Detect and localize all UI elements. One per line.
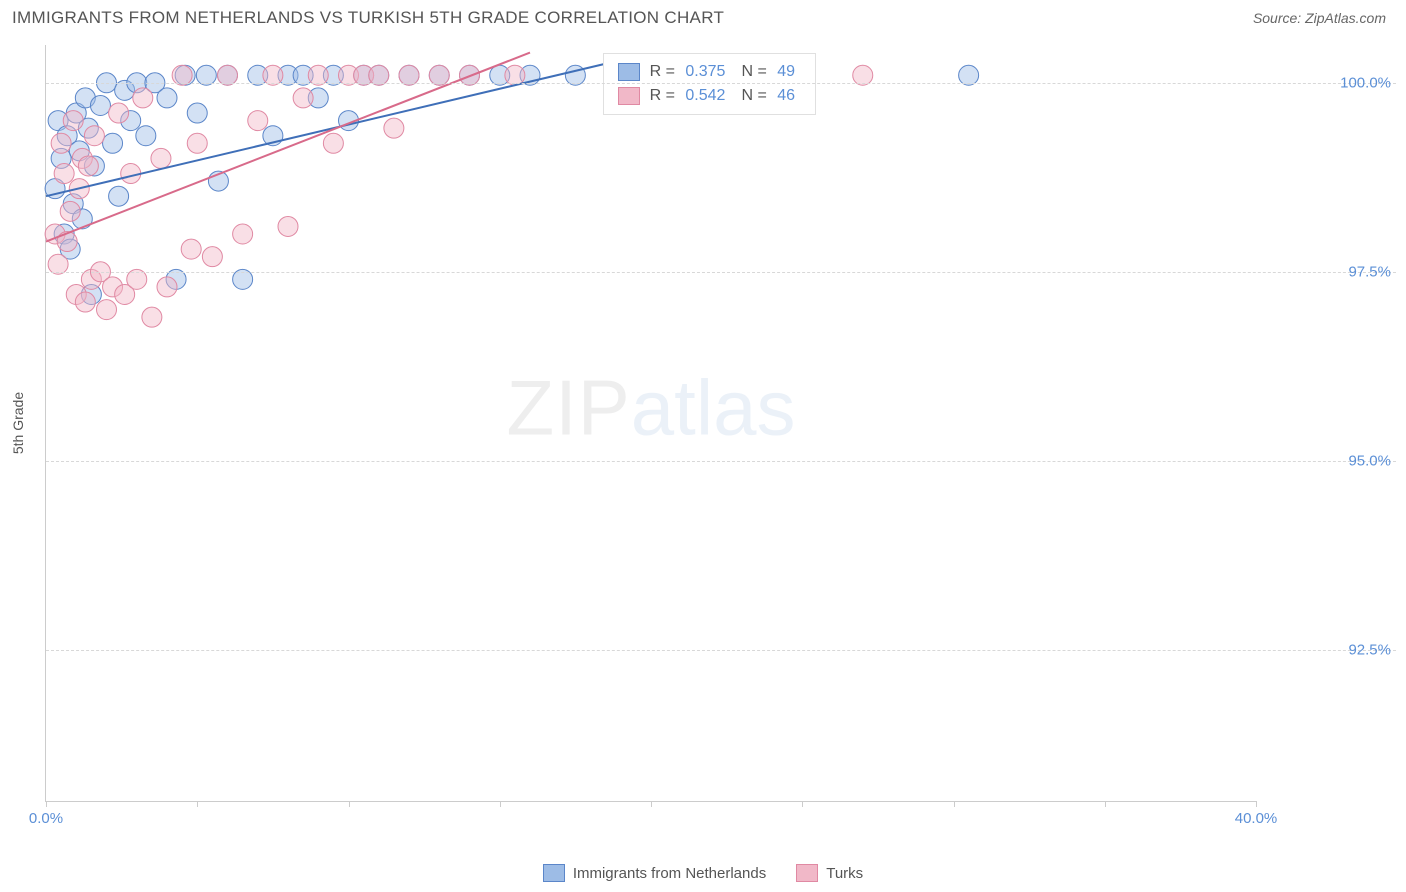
gridline bbox=[46, 650, 1396, 651]
data-point bbox=[109, 103, 129, 123]
data-point bbox=[133, 88, 153, 108]
gridline bbox=[46, 461, 1396, 462]
data-point bbox=[157, 88, 177, 108]
y-tick-label: 100.0% bbox=[1340, 74, 1391, 91]
data-point bbox=[97, 300, 117, 320]
data-point bbox=[78, 156, 98, 176]
legend-swatch bbox=[618, 63, 640, 81]
data-point bbox=[384, 118, 404, 138]
y-axis-label: 5th Grade bbox=[10, 392, 26, 454]
chart-title: IMMIGRANTS FROM NETHERLANDS VS TURKISH 5… bbox=[12, 8, 724, 28]
chart-header: IMMIGRANTS FROM NETHERLANDS VS TURKISH 5… bbox=[0, 0, 1406, 36]
chart-source: Source: ZipAtlas.com bbox=[1253, 10, 1386, 26]
legend-swatch bbox=[543, 864, 565, 882]
data-point bbox=[103, 133, 123, 153]
data-point bbox=[323, 133, 343, 153]
y-tick-label: 92.5% bbox=[1348, 641, 1391, 658]
x-tick bbox=[349, 801, 350, 807]
x-tick bbox=[802, 801, 803, 807]
data-point bbox=[151, 148, 171, 168]
x-tick bbox=[500, 801, 501, 807]
legend-swatch bbox=[618, 87, 640, 105]
x-tick-label: 40.0% bbox=[1235, 810, 1278, 827]
data-point bbox=[54, 164, 74, 184]
data-point bbox=[136, 126, 156, 146]
r-label: R = 0.542 bbox=[650, 87, 732, 105]
y-tick-label: 97.5% bbox=[1348, 263, 1391, 280]
chart-container: 5th Grade ZIPatlas R = 0.375N = 49R = 0.… bbox=[45, 45, 1396, 832]
data-point bbox=[202, 247, 222, 267]
data-point bbox=[51, 133, 71, 153]
y-tick-label: 95.0% bbox=[1348, 452, 1391, 469]
x-tick bbox=[197, 801, 198, 807]
plot-svg bbox=[46, 45, 1256, 801]
data-point bbox=[84, 126, 104, 146]
stats-row: R = 0.375 N = 49 bbox=[618, 60, 801, 84]
data-point bbox=[63, 111, 83, 131]
data-point bbox=[90, 95, 110, 115]
legend-label: Turks bbox=[826, 865, 863, 882]
legend-item: Immigrants from Netherlands bbox=[543, 864, 766, 882]
x-tick bbox=[651, 801, 652, 807]
legend-item: Turks bbox=[796, 864, 863, 882]
data-point bbox=[278, 216, 298, 236]
data-point bbox=[233, 224, 253, 244]
legend-label: Immigrants from Netherlands bbox=[573, 865, 766, 882]
x-tick bbox=[1256, 801, 1257, 807]
gridline bbox=[46, 272, 1396, 273]
data-point bbox=[181, 239, 201, 259]
stats-row: R = 0.542 N = 46 bbox=[618, 84, 801, 108]
data-point bbox=[293, 88, 313, 108]
x-tick bbox=[954, 801, 955, 807]
data-point bbox=[187, 133, 207, 153]
data-point bbox=[57, 232, 77, 252]
data-point bbox=[142, 307, 162, 327]
data-point bbox=[60, 201, 80, 221]
legend-swatch bbox=[796, 864, 818, 882]
r-label: R = 0.375 bbox=[650, 63, 732, 81]
n-label: N = 49 bbox=[741, 63, 801, 81]
gridline bbox=[46, 83, 1396, 84]
plot-area: 5th Grade ZIPatlas R = 0.375N = 49R = 0.… bbox=[45, 45, 1256, 802]
data-point bbox=[157, 277, 177, 297]
data-point bbox=[187, 103, 207, 123]
x-tick bbox=[46, 801, 47, 807]
data-point bbox=[248, 111, 268, 131]
bottom-legend: Immigrants from Netherlands Turks bbox=[0, 864, 1406, 882]
data-point bbox=[109, 186, 129, 206]
data-point bbox=[75, 292, 95, 312]
x-tick-label: 0.0% bbox=[29, 810, 63, 827]
n-label: N = 46 bbox=[741, 87, 801, 105]
x-tick bbox=[1105, 801, 1106, 807]
